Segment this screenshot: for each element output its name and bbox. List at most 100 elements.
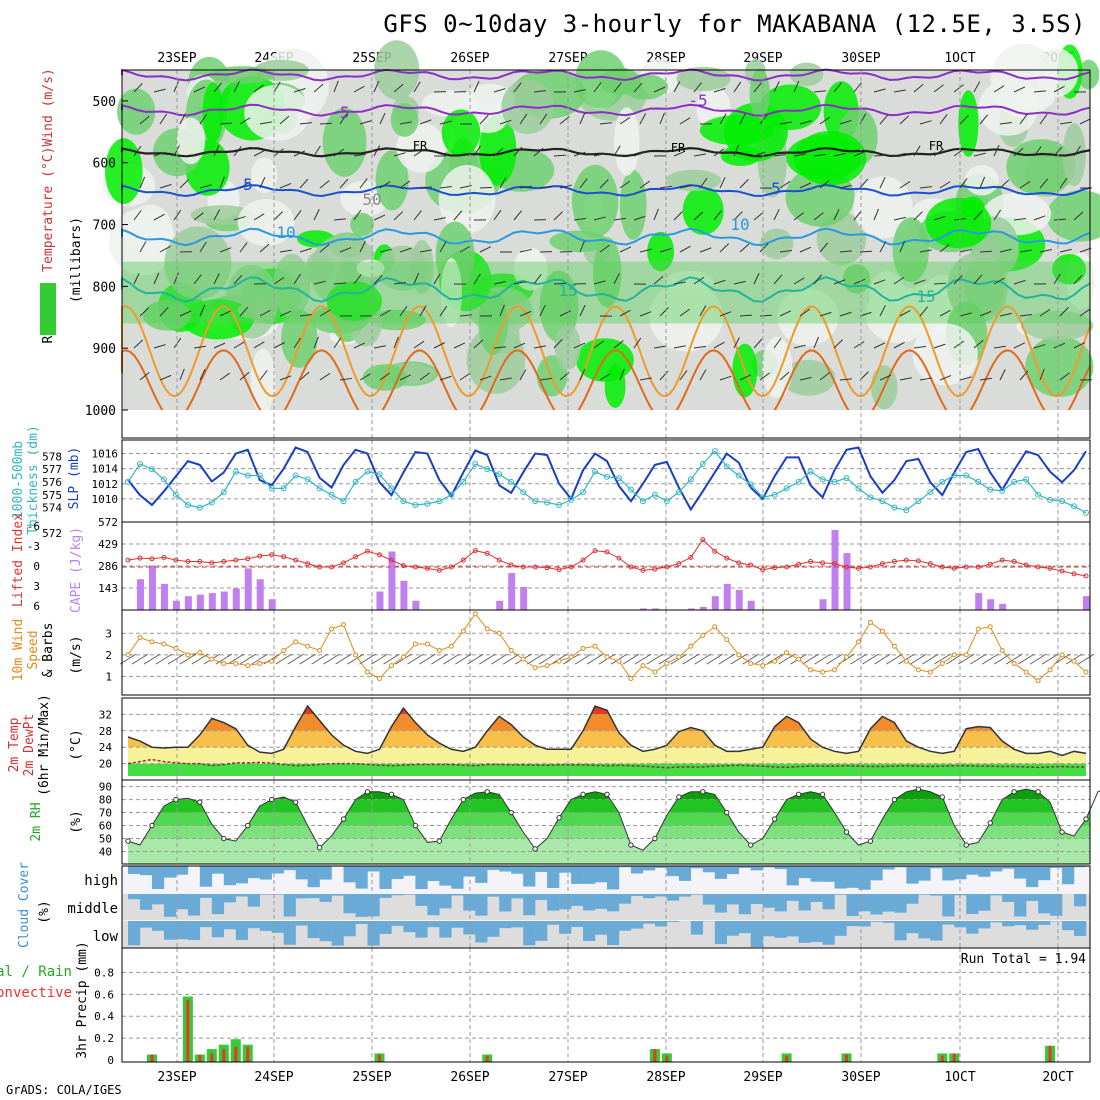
wind-barb bbox=[413, 272, 420, 285]
wind-barb bbox=[839, 311, 852, 317]
svg-text:(millibars): (millibars) bbox=[69, 217, 84, 303]
wind-barb bbox=[1059, 248, 1072, 253]
wind-barb bbox=[473, 339, 484, 349]
cloud-middle-bar bbox=[858, 894, 871, 912]
wind-barb bbox=[159, 245, 171, 253]
slp-tick-label: 1014 bbox=[92, 463, 119, 476]
lifted-index-point bbox=[125, 557, 131, 563]
rh-region bbox=[441, 109, 481, 157]
cloud-middle-bar bbox=[1002, 894, 1015, 902]
thickness-point bbox=[520, 489, 527, 496]
cloud-low-bar bbox=[295, 921, 308, 926]
pressure-tick-label: 900 bbox=[93, 342, 116, 357]
wind-speed-point bbox=[903, 658, 909, 664]
wind-barb bbox=[179, 310, 192, 317]
wind-barb bbox=[1019, 313, 1032, 317]
wind-barb bbox=[933, 148, 944, 157]
wind-barb bbox=[839, 184, 852, 189]
lifted-index-point bbox=[796, 561, 802, 567]
wind-barb bbox=[1039, 249, 1052, 253]
rh-region bbox=[912, 323, 978, 386]
surface-wind-barb bbox=[526, 653, 544, 665]
cloud-high-bar bbox=[151, 866, 165, 890]
thickness-tick-label: 576 bbox=[42, 476, 62, 489]
wind-barb bbox=[653, 345, 666, 349]
surface-wind-barb bbox=[682, 653, 700, 665]
wind-barb bbox=[193, 345, 206, 349]
lifted-index-point bbox=[209, 560, 215, 566]
wind-barb bbox=[619, 246, 632, 253]
thickness-point bbox=[975, 478, 982, 485]
wind-speed-point bbox=[927, 669, 933, 675]
cloud-middle-bar bbox=[990, 894, 1003, 896]
wind-barb bbox=[533, 345, 546, 349]
cloud-high-bar bbox=[427, 866, 440, 882]
wind-barb bbox=[659, 185, 672, 189]
wind-barb bbox=[819, 311, 832, 317]
wind-barb bbox=[873, 342, 886, 349]
wind-tick-label: 1 bbox=[105, 670, 112, 683]
precip-convective-bar bbox=[665, 1055, 669, 1062]
lifted-index-point bbox=[927, 561, 933, 567]
wind-frame bbox=[121, 609, 1091, 696]
wind-barb bbox=[453, 210, 463, 221]
cloud-high-bar bbox=[247, 866, 260, 879]
wind-barb bbox=[373, 345, 386, 349]
cloud-low-bar bbox=[151, 921, 165, 931]
wind-barb bbox=[393, 83, 404, 93]
wind-barb bbox=[633, 151, 646, 157]
wind-barb bbox=[559, 184, 572, 189]
chart-title: GFS 0~10day 3-hourly for MAKABANA (12.5E… bbox=[383, 10, 1086, 38]
svg-text:(6hr Min/Max): (6hr Min/Max) bbox=[37, 694, 52, 796]
cloud-low-bar bbox=[547, 921, 560, 925]
surface-wind-barb bbox=[143, 653, 161, 665]
rh-region bbox=[699, 115, 774, 146]
rh-point bbox=[1059, 829, 1065, 835]
rh-region bbox=[466, 325, 526, 394]
lifted-index-point bbox=[760, 567, 766, 573]
wind-barb bbox=[859, 250, 873, 253]
wind-barb bbox=[673, 211, 683, 221]
surface-wind-barb bbox=[538, 653, 556, 665]
surface-wind-barb bbox=[706, 653, 723, 665]
lifted-index-point bbox=[700, 537, 706, 543]
run-total-label: Run Total = 1.94 bbox=[961, 952, 1086, 967]
pressure-tick-label: 500 bbox=[93, 95, 116, 110]
precip-convective-bar bbox=[653, 1049, 657, 1062]
thickness-point bbox=[903, 507, 910, 514]
svg-text:(%): (%) bbox=[37, 900, 52, 923]
wind-speed-point bbox=[412, 641, 418, 647]
wind-barb bbox=[933, 282, 947, 285]
thickness-point bbox=[651, 491, 658, 498]
wind-barb bbox=[299, 122, 312, 125]
cape-bar bbox=[987, 599, 995, 610]
svg-text:2m DewPt: 2m DewPt bbox=[22, 714, 37, 777]
pressure-axis-label: (millibars) bbox=[69, 217, 84, 303]
wind-barb bbox=[659, 307, 669, 317]
wind-barb bbox=[413, 210, 422, 221]
cape-bar bbox=[400, 580, 408, 610]
cloud-high-bar bbox=[894, 866, 907, 868]
wind-speed-point bbox=[1023, 669, 1029, 675]
wind-barb bbox=[139, 176, 146, 189]
rh-point bbox=[724, 809, 730, 816]
lifted-index-point bbox=[688, 554, 694, 560]
wind-barb bbox=[293, 337, 302, 349]
wind-barb bbox=[959, 178, 968, 189]
rh-region bbox=[865, 285, 931, 344]
cloud-middle-bar bbox=[187, 894, 201, 916]
wind-barb bbox=[499, 177, 507, 189]
wind-barb bbox=[513, 281, 526, 285]
wind-barb bbox=[1039, 114, 1048, 125]
rh-tick-label: 80 bbox=[99, 794, 112, 807]
wind-barb bbox=[753, 338, 763, 349]
wind-barb bbox=[653, 86, 666, 93]
cloud-high-bar bbox=[523, 866, 536, 887]
cloud-low-bar bbox=[786, 921, 799, 937]
bottom-day-label: 27SEP bbox=[548, 1070, 587, 1085]
rh-tick-label: 50 bbox=[99, 833, 112, 846]
wind-speed-point bbox=[209, 656, 215, 662]
surface-wind-barb bbox=[1029, 653, 1047, 665]
lifted-index-point bbox=[257, 553, 263, 559]
wind-barb bbox=[233, 216, 246, 221]
